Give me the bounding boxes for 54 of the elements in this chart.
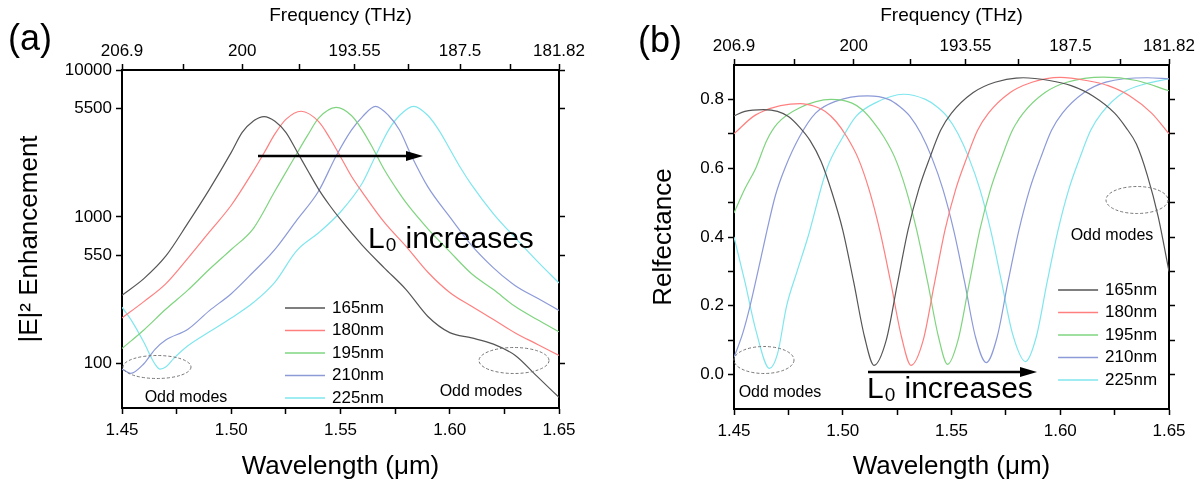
x-axis-title: Wavelength (μm) [852, 449, 1051, 480]
chart-title: (b) [638, 19, 682, 60]
y-tick-label: 0.4 [700, 226, 724, 246]
y-tick-label: 550 [83, 244, 112, 264]
y-tick-label: 5500 [74, 97, 112, 117]
x-tick-label: 1.65 [542, 419, 576, 439]
legend-label: 210nm [332, 365, 384, 385]
x-tick-label: 1.50 [826, 420, 860, 440]
annotation: Odd modes [144, 388, 228, 406]
y-tick-label: 0.0 [700, 364, 724, 384]
x-tick-label: 1.60 [1043, 420, 1077, 440]
y-axis-title: Relfectance [646, 168, 677, 306]
x2-axis-title: Frequency (THz) [269, 3, 412, 25]
x2-tick-label: 181.82 [1143, 36, 1195, 56]
y-axis-title: |E|² Enhancement [12, 134, 43, 343]
x2-tick-label: 181.82 [533, 41, 585, 61]
legend-label: 225nm [1105, 369, 1158, 389]
y-tick-label: 100 [83, 353, 112, 373]
x2-tick-label: 206.9 [100, 41, 144, 61]
legend-label: 225nm [332, 387, 384, 407]
annotation: Odd modes [439, 382, 523, 400]
y-tick-label: 0.8 [700, 89, 724, 109]
x-tick-label: 1.55 [323, 419, 358, 439]
legend-label: 180nm [332, 320, 384, 340]
legend-label: 165nm [332, 297, 384, 317]
x2-tick-label: 187.5 [1049, 36, 1092, 56]
x-axis-title: Wavelength (μm) [241, 449, 440, 480]
annotation: L₀ increases [368, 221, 534, 255]
annotation: Odd modes [738, 383, 822, 401]
x2-tick-label: 200 [839, 36, 868, 56]
legend-label: 195nm [332, 342, 384, 362]
x-tick-label: 1.50 [214, 419, 248, 439]
legend-label: 195nm [1105, 324, 1158, 344]
x-tick-label: 1.65 [1152, 420, 1186, 440]
x2-tick-label: 187.5 [438, 41, 482, 61]
legend-label: 165nm [1105, 279, 1158, 299]
y-tick-label: 0.2 [700, 295, 724, 315]
chart-title: (a) [8, 17, 52, 58]
x-tick-label: 1.45 [105, 419, 139, 439]
annotation: L₀ increases [867, 371, 1033, 405]
x2-tick-label: 193.55 [328, 41, 381, 61]
legend-label: 210nm [1105, 347, 1158, 367]
y-tick-label: 1000 [74, 206, 112, 226]
x2-tick-label: 193.55 [939, 36, 992, 56]
annotation: Odd modes [1070, 226, 1154, 244]
x-tick-label: 1.60 [433, 419, 467, 439]
x-tick-label: 1.45 [717, 420, 751, 440]
x-tick-label: 1.55 [934, 420, 969, 440]
legend-label: 180nm [1105, 302, 1158, 322]
x2-tick-label: 200 [228, 41, 257, 61]
y-tick-label: 0.6 [700, 157, 724, 177]
y-tick-label: 10000 [64, 59, 112, 79]
x2-axis-title: Frequency (THz) [880, 3, 1023, 25]
x2-tick-label: 206.9 [712, 36, 756, 56]
